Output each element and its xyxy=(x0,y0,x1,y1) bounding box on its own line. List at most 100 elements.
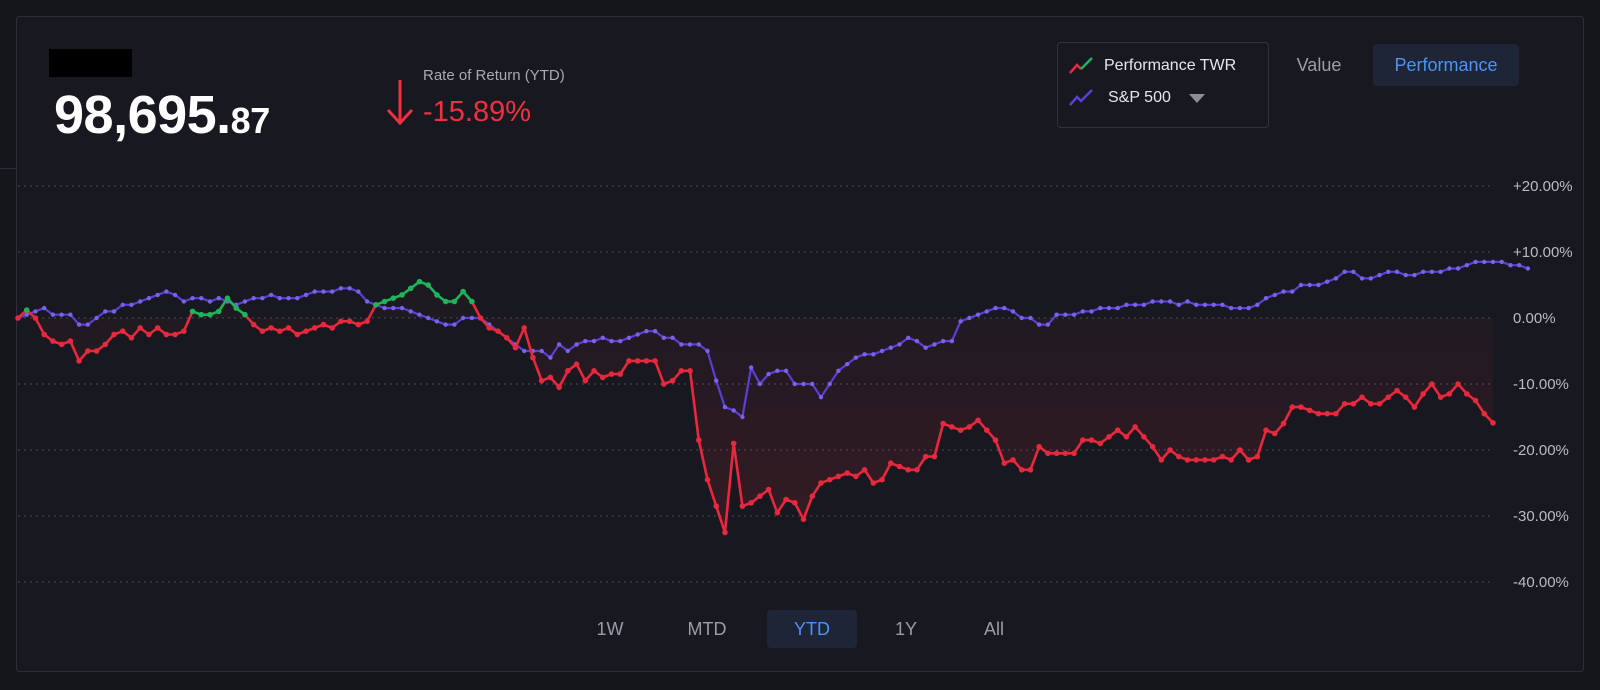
portfolio-value-whole: 98,695. xyxy=(54,85,231,145)
range-button-1w[interactable]: 1W xyxy=(596,619,624,639)
performance-point xyxy=(617,371,624,377)
benchmark-point xyxy=(286,296,291,301)
benchmark-point xyxy=(940,338,946,344)
legend-label-benchmark: S&P 500 xyxy=(1108,89,1171,106)
performance-point xyxy=(931,453,938,460)
performance-point xyxy=(128,335,135,341)
range-button-mtd[interactable]: MTD xyxy=(687,619,727,639)
benchmark-point xyxy=(251,296,256,301)
benchmark-point xyxy=(967,315,972,321)
performance-point xyxy=(224,295,231,302)
benchmark-point xyxy=(312,289,317,294)
benchmark-point xyxy=(1255,302,1260,307)
performance-point xyxy=(451,298,458,305)
range-button-1y[interactable]: 1Y xyxy=(894,619,918,639)
benchmark-point xyxy=(382,305,387,311)
performance-point xyxy=(1490,420,1496,426)
range-button-all[interactable]: All xyxy=(983,619,1004,639)
benchmark-point xyxy=(216,296,221,301)
performance-point xyxy=(477,315,484,321)
performance-point xyxy=(1123,434,1130,440)
performance-point xyxy=(1202,457,1208,463)
y-tick-label: +10.00% xyxy=(1513,244,1573,261)
performance-point xyxy=(215,308,222,315)
benchmark-point xyxy=(731,408,736,413)
performance-point xyxy=(233,305,239,311)
benchmark-point xyxy=(1403,272,1408,278)
benchmark-point xyxy=(679,342,684,347)
performance-point xyxy=(599,374,606,381)
performance-point xyxy=(320,321,327,328)
performance-point xyxy=(1088,437,1095,443)
benchmark-point xyxy=(1298,282,1304,288)
performance-series-segment xyxy=(514,326,526,350)
performance-point xyxy=(1175,453,1182,460)
performance-point xyxy=(189,308,196,315)
benchmark-point xyxy=(1263,296,1269,301)
value-view-button[interactable]: Value xyxy=(1296,55,1342,75)
benchmark-point xyxy=(705,348,710,354)
performance-point xyxy=(1245,457,1252,463)
performance-point xyxy=(163,331,170,338)
benchmark-point xyxy=(783,368,789,373)
performance-series-segment xyxy=(1282,405,1294,425)
benchmark-dropdown-icon[interactable] xyxy=(1188,93,1205,103)
benchmark-point xyxy=(469,315,475,321)
benchmark-point xyxy=(190,296,195,301)
performance-point xyxy=(268,325,274,331)
performance-point xyxy=(678,368,685,374)
benchmark-point xyxy=(1036,322,1042,327)
performance-point xyxy=(1464,391,1470,397)
legend-item-performance[interactable]: Performance TWR xyxy=(1068,55,1236,77)
benchmark-point xyxy=(556,342,562,347)
performance-point xyxy=(486,325,493,331)
benchmark-point xyxy=(949,338,955,344)
performance-point xyxy=(1097,440,1104,447)
benchmark-point xyxy=(172,292,178,298)
benchmark-point xyxy=(1246,305,1251,311)
performance-line-icon xyxy=(1069,57,1093,74)
performance-point xyxy=(573,361,580,368)
chart-legend[interactable]: Performance TWR S&P 500 xyxy=(1057,42,1269,128)
performance-point xyxy=(58,341,65,348)
performance-point xyxy=(800,516,807,523)
benchmark-line-icon xyxy=(1069,89,1093,106)
benchmark-point xyxy=(522,348,527,354)
performance-point xyxy=(983,427,990,434)
panel-divider xyxy=(0,168,16,169)
performance-point xyxy=(181,328,187,335)
benchmark-point xyxy=(801,381,806,387)
benchmark-point xyxy=(1202,302,1208,307)
benchmark-point xyxy=(1482,259,1487,265)
performance-point xyxy=(695,437,702,443)
benchmark-point xyxy=(1316,282,1321,288)
performance-point xyxy=(765,486,772,493)
benchmark-point xyxy=(1045,322,1051,327)
benchmark-point xyxy=(181,299,187,304)
benchmark-point xyxy=(1019,315,1024,321)
performance-series-segment xyxy=(557,369,570,389)
performance-view-button[interactable]: Performance xyxy=(1373,44,1519,86)
performance-point xyxy=(809,493,816,500)
benchmark-point xyxy=(591,338,597,344)
performance-point xyxy=(853,473,859,480)
performance-point xyxy=(207,311,213,318)
performance-point xyxy=(1359,394,1365,401)
benchmark-point xyxy=(1499,259,1504,265)
benchmark-point xyxy=(146,296,152,301)
benchmark-point xyxy=(1307,282,1312,288)
performance-point xyxy=(503,335,510,341)
benchmark-point xyxy=(696,342,701,347)
benchmark-point xyxy=(1290,289,1295,294)
performance-point xyxy=(1280,420,1287,427)
benchmark-point xyxy=(1010,309,1016,314)
performance-point xyxy=(172,331,178,338)
range-button-ytd[interactable]: YTD xyxy=(767,610,857,648)
legend-item-benchmark[interactable]: S&P 500 xyxy=(1068,87,1205,109)
performance-point xyxy=(992,437,999,443)
performance-point xyxy=(460,288,466,295)
performance-point xyxy=(1149,443,1156,450)
performance-point xyxy=(1420,391,1426,397)
benchmark-point xyxy=(600,335,605,340)
benchmark-point xyxy=(565,348,571,354)
